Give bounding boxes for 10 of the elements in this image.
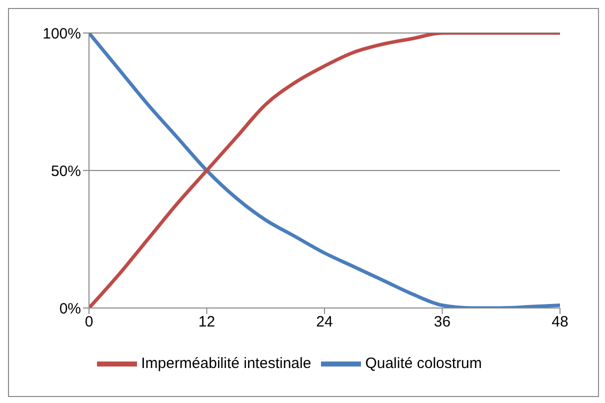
x-tick-label: 36 [434, 314, 451, 331]
y-tick-label: 100% [42, 25, 81, 42]
x-tick-label: 12 [198, 314, 216, 331]
x-tick-label: 24 [316, 314, 333, 331]
legend-label: Qualité colostrum [365, 354, 482, 372]
y-tick-label: 50% [50, 162, 81, 180]
y-tick-label: 0% [59, 300, 81, 318]
x-tick-label: 48 [552, 314, 568, 331]
x-tick-label: 0 [84, 314, 94, 331]
legend-label: Imperméabilité intestinale [141, 354, 312, 372]
